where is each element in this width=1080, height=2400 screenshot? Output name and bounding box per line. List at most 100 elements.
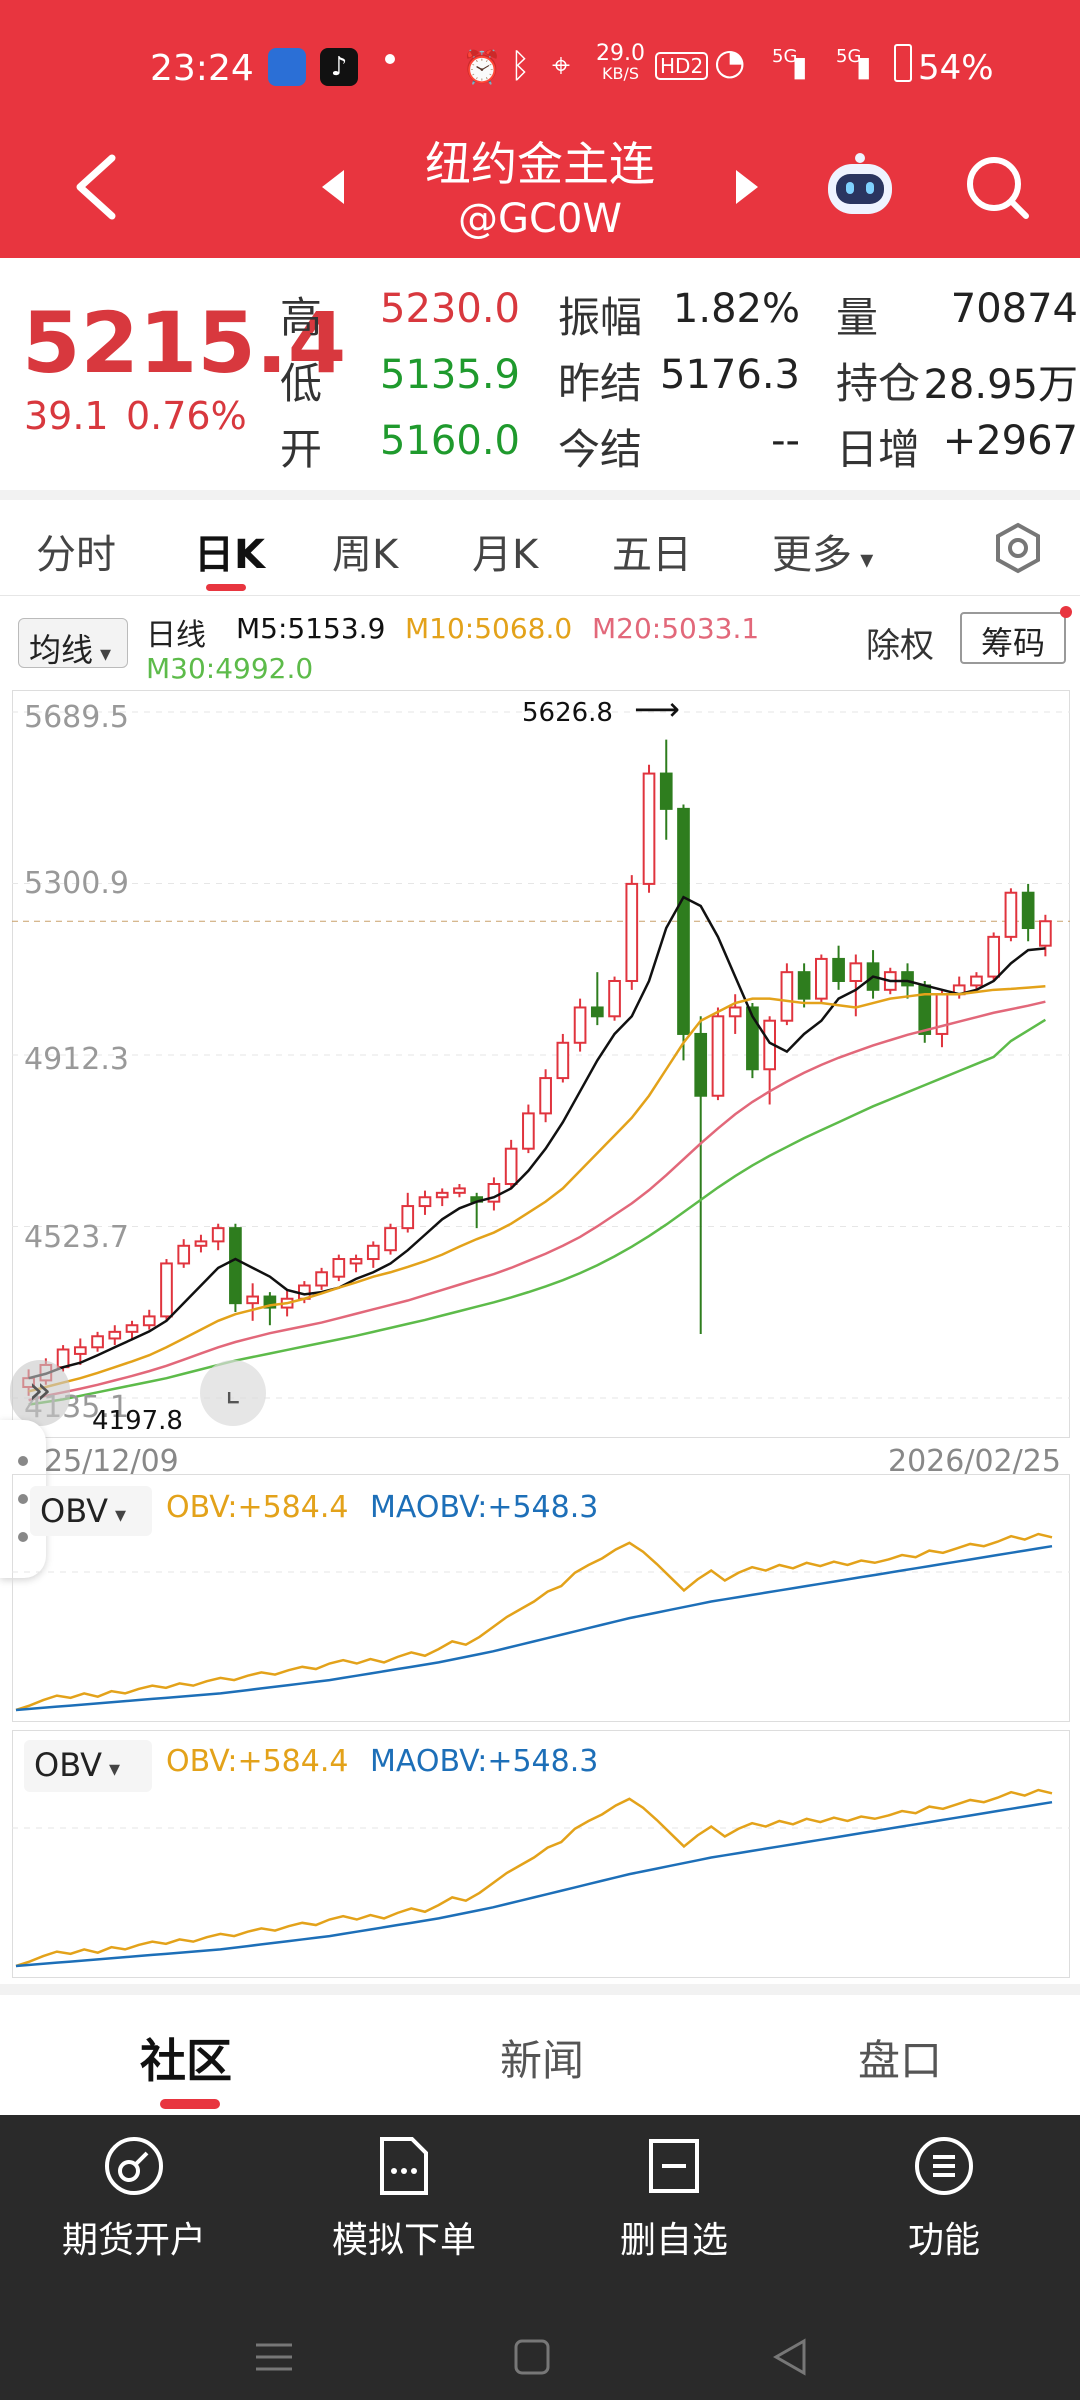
- period-tabs: 分时 日K 周K 月K 五日 更多 ▾: [0, 500, 1080, 596]
- low-label: 低: [280, 359, 323, 408]
- side-drawer-handle[interactable]: [0, 1420, 46, 1578]
- page-title: 纽约金主连: [425, 137, 655, 191]
- tab-more[interactable]: 更多 ▾: [772, 532, 874, 578]
- candle-body: [1039, 920, 1052, 947]
- price-change-pct: 0.76%: [126, 394, 247, 438]
- status-bar: 23:24 ♪ ⏰ ᛒ ⌖ 29.0 KB/S HD2 ◔ 5G ▮ 5G ▮ 5…: [0, 40, 1080, 100]
- candle-body: [987, 935, 1001, 978]
- ma-selector[interactable]: 均线 ▾: [18, 618, 128, 669]
- high-value: 5230.0: [380, 286, 520, 332]
- obv-chart-1[interactable]: [12, 1474, 1070, 1722]
- search-icon[interactable]: [964, 154, 1030, 220]
- open-interest-label: 持仓: [836, 359, 921, 408]
- bottom-dock: 期货开户 模拟下单 删自选 功能: [0, 2115, 1080, 2400]
- candle-body: [229, 1227, 242, 1305]
- obv-value-2: OBV:+584.4: [166, 1744, 349, 1779]
- ma-line-m10: [28, 985, 1046, 1393]
- chart-frame: [12, 690, 1070, 1438]
- settle-value: --: [771, 418, 800, 464]
- prev-contract-icon[interactable]: [318, 168, 346, 206]
- ma-line-m5: [28, 895, 1046, 1380]
- fullscreen-icon[interactable]: ⌞: [200, 1360, 266, 1426]
- candle-body: [797, 971, 811, 1000]
- ma-line-m30: [28, 1018, 1047, 1406]
- candle-body: [125, 1324, 139, 1333]
- dock-label: 期货开户: [61, 2220, 206, 2261]
- candle-body: [418, 1196, 432, 1208]
- open-value: 5160.0: [380, 418, 520, 464]
- menu-nav-icon[interactable]: [254, 2337, 294, 2377]
- high-arrow-icon: ⟶: [634, 690, 680, 728]
- amplitude-label: 振幅: [558, 293, 643, 342]
- active-tab-indicator: [160, 2099, 220, 2109]
- divider: [0, 1984, 1080, 1996]
- candle-body: [746, 1006, 759, 1071]
- obv-selector-1[interactable]: OBV ▾: [30, 1486, 152, 1536]
- back-icon[interactable]: [72, 152, 120, 222]
- candle-body: [728, 1006, 742, 1018]
- home-nav-icon[interactable]: [512, 2337, 552, 2377]
- daily-increase-label: 日增: [836, 425, 921, 474]
- dock-simulated-order[interactable]: 模拟下单: [294, 2135, 514, 2263]
- dock-futures-account[interactable]: 期货开户: [24, 2135, 244, 2263]
- next-contract-icon[interactable]: [734, 168, 762, 206]
- candle-body: [677, 807, 690, 1035]
- candle-body: [1004, 891, 1018, 938]
- active-tab-indicator: [206, 584, 246, 591]
- candle-body: [849, 962, 863, 982]
- candle-body: [504, 1147, 518, 1186]
- tab-community[interactable]: 社区: [140, 2034, 232, 2088]
- candle-body: [73, 1346, 87, 1355]
- chips-button[interactable]: 筹码: [960, 612, 1066, 664]
- high-label: 高: [280, 293, 323, 342]
- top-header: 23:24 ♪ ⏰ ᛒ ⌖ 29.0 KB/S HD2 ◔ 5G ▮ 5G ▮ 5…: [0, 0, 1080, 258]
- candle-body: [694, 1032, 708, 1097]
- robot-assistant-icon[interactable]: [822, 150, 898, 222]
- candle-body: [970, 975, 983, 987]
- dock-functions[interactable]: 功能: [834, 2135, 1054, 2263]
- signal-bars-2: ▮: [856, 50, 872, 83]
- low-annotation: 4197.8: [92, 1406, 183, 1436]
- candle-body: [539, 1077, 552, 1115]
- settings-icon[interactable]: [992, 522, 1044, 574]
- candle-body: [625, 882, 639, 982]
- battery-icon: [894, 44, 912, 82]
- dock-remove-watchlist[interactable]: 删自选: [564, 2135, 784, 2263]
- handle-dot: [18, 1494, 28, 1504]
- candlestick-chart[interactable]: [12, 690, 1070, 1438]
- price-change: 39.1: [24, 394, 109, 438]
- obv-selector-2[interactable]: OBV ▾: [24, 1740, 152, 1792]
- obv-chart-2[interactable]: [12, 1730, 1070, 1978]
- expand-left-icon[interactable]: »: [10, 1360, 70, 1426]
- candle-body: [815, 957, 828, 1000]
- exright-button[interactable]: 除权: [866, 626, 934, 666]
- y-tick-2: 5300.9: [24, 866, 129, 901]
- page-subtitle: @GC0W: [458, 196, 622, 242]
- candle-body: [608, 979, 621, 1018]
- tab-five-day[interactable]: 五日: [612, 532, 692, 578]
- dock-label: 模拟下单: [331, 2220, 476, 2261]
- candle-body: [384, 1227, 397, 1252]
- bluetooth-icon: ᛒ: [510, 46, 531, 86]
- volume-value: 70874: [950, 286, 1078, 332]
- prev-settle-label: 昨结: [558, 359, 643, 408]
- last-price: 5215.4: [22, 294, 347, 392]
- tab-weekly-k[interactable]: 周K: [332, 532, 399, 578]
- obv-line: [15, 1532, 1053, 1712]
- tab-monthly-k[interactable]: 月K: [472, 532, 539, 578]
- amplitude-value: 1.82%: [672, 286, 800, 332]
- candle-body: [780, 971, 794, 1022]
- line-type-label: 日线: [146, 618, 206, 653]
- back-nav-icon[interactable]: [770, 2337, 810, 2377]
- y-tick-1: 5689.5: [24, 700, 129, 735]
- tab-intraday[interactable]: 分时: [36, 532, 116, 578]
- bottom-tabs: 社区 新闻 盘口: [0, 1995, 1080, 2115]
- app-icon: [268, 48, 306, 86]
- tab-news[interactable]: 新闻: [500, 2036, 585, 2085]
- divider: [0, 490, 1080, 500]
- wifi-icon: ◔: [714, 42, 746, 83]
- ma5-label: M5:5153.9: [236, 612, 386, 645]
- tab-daily-k[interactable]: 日K: [194, 532, 265, 578]
- start-date: 25/12/09: [44, 1444, 179, 1479]
- tab-order-book[interactable]: 盘口: [858, 2036, 943, 2085]
